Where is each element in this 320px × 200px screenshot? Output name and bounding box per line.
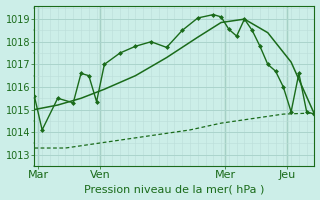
X-axis label: Pression niveau de la mer( hPa ): Pression niveau de la mer( hPa ) <box>84 184 265 194</box>
